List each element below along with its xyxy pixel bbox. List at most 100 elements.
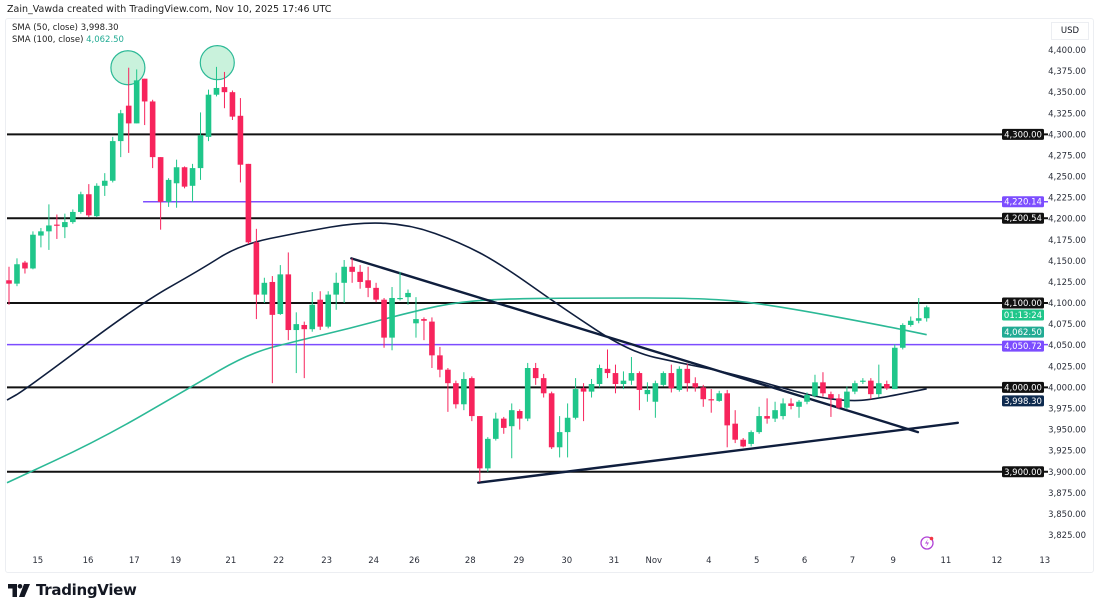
candle-body (421, 319, 427, 321)
candle-down (237, 98, 244, 183)
candle-down (532, 362, 539, 385)
candle-down (477, 416, 483, 482)
candle-up (620, 371, 627, 390)
legend-sma100[interactable]: SMA (100, close) 4,062.50 (12, 34, 124, 45)
candle-down (708, 389, 715, 413)
candle-down (149, 99, 156, 169)
candle-body (301, 324, 308, 330)
candle-down (125, 67, 132, 153)
time-tick-label: 5 (754, 556, 759, 566)
candle-body (70, 211, 76, 223)
indicator-price-badge-bg (1002, 395, 1044, 407)
candle-up (923, 305, 930, 322)
candle-up (588, 378, 595, 398)
level-price-badge-bg (1002, 466, 1044, 478)
candle-body (309, 304, 316, 330)
price-tick-label: 3,950.00 (1048, 426, 1086, 436)
candle-body (780, 403, 786, 417)
candle-up (341, 260, 347, 304)
candle-up (189, 163, 196, 202)
candle-body (101, 180, 108, 186)
candle-up (780, 398, 786, 420)
candle-down (285, 252, 292, 341)
time-tick-label: 6 (802, 556, 807, 566)
candle-body (205, 94, 212, 137)
candle-body (660, 373, 667, 385)
candle-up (628, 357, 635, 385)
chart-panel[interactable] (5, 18, 1094, 573)
candle-body (397, 297, 403, 300)
candle-down (421, 317, 427, 341)
candle-body (269, 281, 276, 315)
alert-icon[interactable] (920, 536, 934, 550)
time-tick-label: 16 (83, 556, 94, 566)
level-price-badge: 4,300.00 (1004, 130, 1042, 140)
price-tick-label: 3,900.00 (1048, 468, 1086, 478)
candle-body (293, 324, 300, 331)
time-tick-label: 22 (273, 556, 284, 566)
candle-body (245, 163, 252, 243)
time-tick-label: 19 (170, 556, 181, 566)
candles (6, 66, 930, 482)
candle-body (756, 416, 762, 433)
candle-down (692, 377, 699, 392)
candle-down (6, 266, 12, 305)
level-price-badge-bg (1002, 381, 1044, 393)
tradingview-logo[interactable]: TradingView (8, 581, 137, 599)
candle-body (868, 380, 874, 395)
candle-down (365, 266, 371, 298)
level-price-badge: 4,100.00 (1004, 299, 1042, 309)
candle-body (437, 355, 443, 370)
indicator-legend: SMA (50, close) 3,998.30 SMA (100, close… (12, 23, 124, 46)
time-tick-label: 31 (608, 556, 619, 566)
candle-up (915, 297, 922, 324)
trendlines (350, 257, 960, 484)
candle-up (109, 136, 116, 183)
candle-body (764, 416, 770, 419)
price-tick-label: 4,050.00 (1048, 341, 1086, 351)
candle-body (237, 115, 244, 165)
candle-body (564, 417, 571, 433)
candle-body (708, 399, 715, 401)
currency-button[interactable]: USD (1051, 22, 1089, 40)
candle-up (165, 178, 172, 207)
legend-sma50[interactable]: SMA (50, close) 3,998.30 (12, 23, 119, 33)
price-axis[interactable]: 3,825.00 3,850.00 3,875.00 3,900.00 3,925.00… (1048, 46, 1086, 541)
indicator-price-badge: 3,998.30 (1004, 397, 1042, 407)
candle-body (812, 382, 818, 396)
price-tick-label: 4,350.00 (1048, 88, 1086, 98)
price-tick-label: 4,325.00 (1048, 109, 1086, 119)
level-price-badge-bg (1002, 128, 1044, 140)
candle-body (796, 401, 802, 407)
candle-up (652, 380, 659, 418)
price-tick-label: 3,850.00 (1048, 510, 1086, 520)
time-tick-label: 23 (321, 556, 332, 566)
time-tick-label: 9 (890, 556, 895, 566)
candle-body (86, 194, 92, 216)
time-tick-label: 7 (850, 556, 855, 566)
candle-down (884, 380, 890, 390)
candle-body (891, 347, 898, 390)
level-price-badge: 4,050.72 (1004, 342, 1042, 352)
candle-up (78, 191, 84, 214)
candle-down (253, 228, 260, 320)
candle-down (445, 367, 451, 412)
candle-body (580, 388, 587, 392)
time-axis[interactable]: 15 16 17 19 21 22 23 24 26 28 29 30 31 Nov 4 5 6 7 9 11 12 13 (32, 556, 1050, 566)
candle-up (772, 401, 778, 422)
time-tick-label: 4 (706, 556, 711, 566)
candle-body (405, 292, 411, 298)
candle-body (572, 389, 579, 418)
candle-body (317, 299, 324, 327)
candle-body (189, 168, 196, 186)
candle-up (508, 403, 515, 459)
candle-up (676, 366, 683, 392)
candle-down (373, 282, 379, 303)
price-tick-label: 4,375.00 (1048, 67, 1086, 77)
candle-down (836, 394, 842, 410)
candle-up (309, 292, 316, 332)
candle-up (117, 109, 124, 158)
candle-body (828, 394, 834, 399)
candle-down (516, 409, 523, 430)
